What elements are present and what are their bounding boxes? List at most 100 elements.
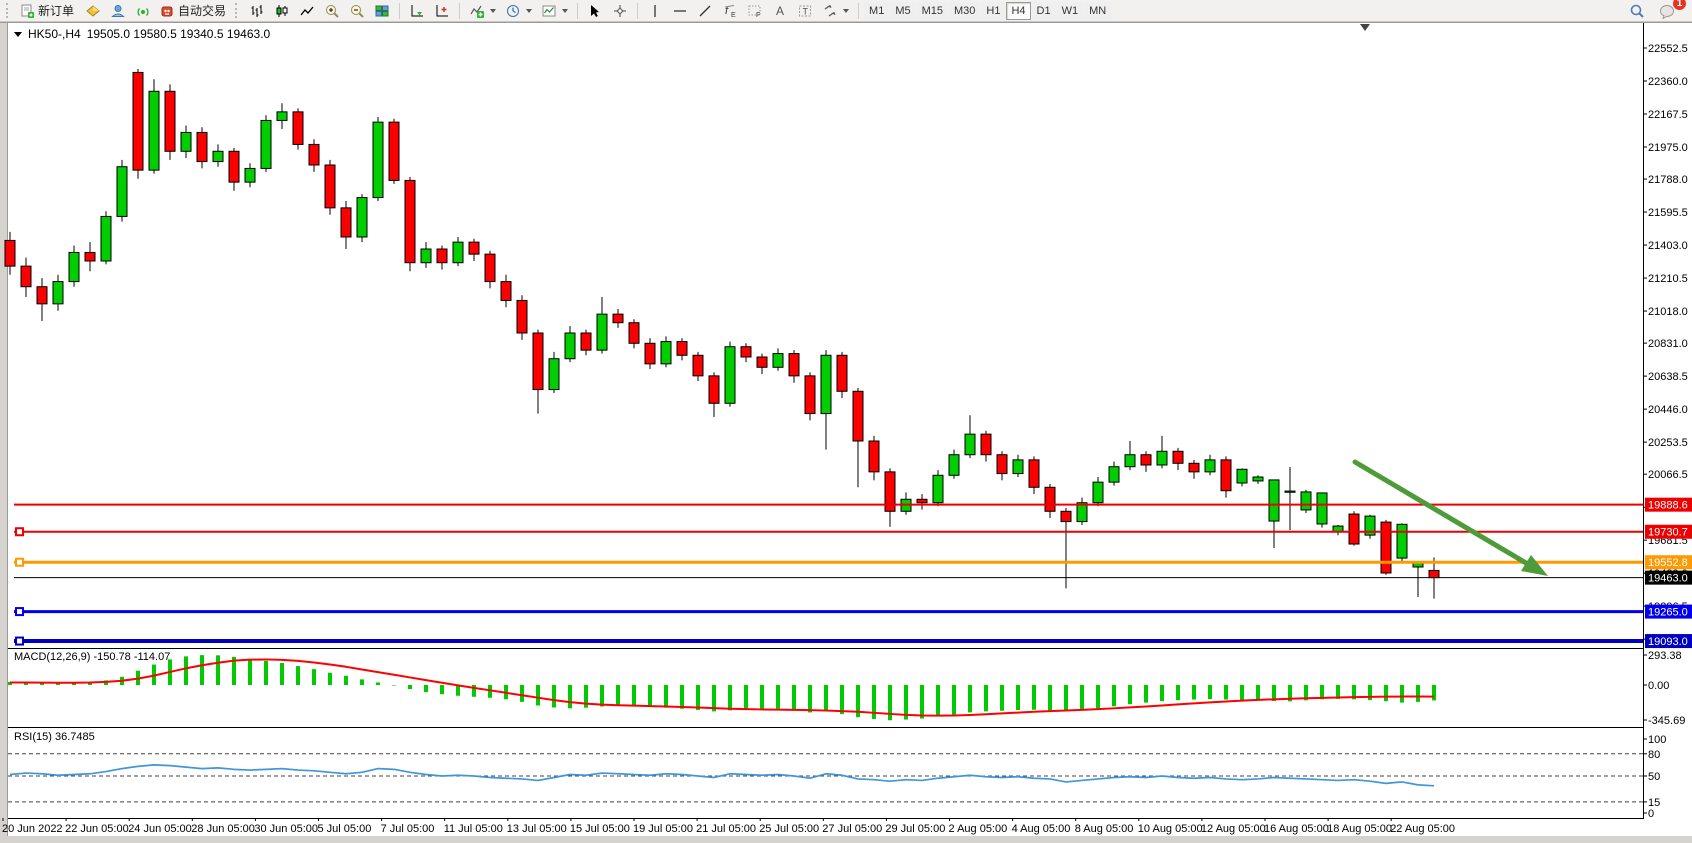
candle-body (36, 286, 48, 305)
market-watch-button[interactable] (81, 1, 105, 21)
arrows-button[interactable] (818, 1, 853, 21)
fibonacci-icon: F (747, 3, 763, 19)
zoom-out-button[interactable] (345, 1, 369, 21)
candlestick-chart-button[interactable] (270, 1, 294, 21)
candle-body (644, 342, 656, 365)
zoom-in-button[interactable] (320, 1, 344, 21)
toolbar-separator (399, 2, 401, 19)
date-axis-label: 8 Aug 05:00 (1075, 823, 1134, 835)
chart-canvas[interactable]: 22552.5 22360.0 22167.5 21975.0 21788.0 21595… (0, 22, 1692, 843)
fibonacci-button[interactable]: F (743, 1, 767, 21)
main-toolbar: 新订单 自动交易 (0, 0, 1692, 22)
tf-m30[interactable]: M30 (949, 1, 981, 20)
candle-body (1300, 491, 1312, 511)
auto-trading-button[interactable]: 自动交易 (156, 1, 232, 21)
candle-body (420, 248, 432, 264)
auto-trading-icon (159, 3, 175, 19)
macd-histogram-bar (728, 685, 732, 711)
new-order-icon (19, 3, 35, 19)
candle-body (20, 265, 32, 288)
auto-scroll-button[interactable] (405, 1, 429, 21)
rsi-axis-label: 100 (1648, 734, 1666, 746)
price-badge-label: 19552.8 (1648, 557, 1688, 569)
candle-body (1316, 492, 1328, 525)
dropdown-caret (526, 8, 533, 13)
candle-body (84, 251, 96, 262)
text-label-button[interactable]: T (793, 1, 817, 21)
tf-mn[interactable]: MN (1084, 1, 1112, 20)
clock-icon (505, 3, 521, 19)
periods-button[interactable] (501, 1, 536, 21)
candle-body (164, 90, 176, 152)
line-chart-button[interactable] (295, 1, 319, 21)
new-order-button[interactable]: 新订单 (16, 1, 80, 21)
tf-w1[interactable]: W1 (1056, 1, 1084, 20)
symbol-dropdown-icon[interactable] (14, 31, 22, 37)
chart-shift-marker[interactable] (1360, 24, 1370, 31)
candle-body (404, 179, 416, 264)
profile-button[interactable] (106, 1, 130, 21)
cursor-button[interactable] (583, 1, 607, 21)
tf-m15[interactable]: M15 (916, 1, 948, 20)
date-axis-label: 21 Jul 05:00 (696, 823, 756, 835)
date-axis-label: 19 Jul 05:00 (633, 823, 693, 835)
signals-button[interactable] (131, 1, 155, 21)
tf-h4[interactable]: H4 (1006, 1, 1031, 20)
text-button[interactable]: A (768, 1, 792, 21)
date-axis-label: 24 Jun 05:00 (128, 823, 192, 835)
date-axis-label: 22 Jun 05:00 (65, 823, 129, 835)
macd-histogram-bar (696, 685, 700, 711)
candle-body (500, 281, 512, 301)
date-axis-label: 20 Jun 2022 (2, 823, 63, 835)
signal-icon (135, 3, 151, 19)
indicators-button[interactable] (465, 1, 500, 21)
crosshair-button[interactable] (608, 1, 632, 21)
macd-histogram-bar (1048, 685, 1052, 711)
notification-badge[interactable]: 1 (1673, 0, 1686, 10)
trendline-button[interactable] (693, 1, 717, 21)
bar-chart-button[interactable] (245, 1, 269, 21)
tf-h1[interactable]: H1 (981, 1, 1006, 20)
horizontal-line-button[interactable] (668, 1, 692, 21)
macd-histogram-bar (1432, 685, 1436, 701)
candle-body (564, 332, 576, 360)
candle-body (708, 375, 720, 404)
tf-m5[interactable]: M5 (890, 1, 916, 20)
line-drag-handle[interactable] (15, 607, 24, 617)
macd-histogram-bar (1016, 685, 1020, 711)
tf-d1[interactable]: D1 (1031, 1, 1056, 20)
date-axis-label: 16 Aug 05:00 (1264, 823, 1329, 835)
macd-histogram-bar (552, 685, 556, 708)
dropdown-caret (843, 8, 850, 13)
trend-arrow-head[interactable] (1521, 555, 1548, 576)
date-axis-label: 15 Jul 05:00 (570, 823, 630, 835)
tile-windows-button[interactable] (370, 1, 394, 21)
candle-body (724, 346, 736, 404)
candle-body (1108, 466, 1120, 483)
candle-body (1124, 454, 1136, 468)
macd-histogram-bar (376, 682, 380, 685)
line-drag-handle[interactable] (15, 527, 24, 537)
macd-histogram-bar (632, 685, 636, 706)
vertical-line-button[interactable] (643, 1, 667, 21)
line-drag-handle[interactable] (15, 557, 24, 567)
tf-m1[interactable]: M1 (864, 1, 890, 20)
symbol-period-label: HK50-,H4 (28, 27, 81, 41)
search-button[interactable] (1625, 1, 1649, 21)
templates-button[interactable] (537, 1, 572, 21)
candle-body (1396, 523, 1408, 559)
rsi-line (9, 764, 1435, 787)
candle-body (932, 474, 944, 504)
trend-arrow-line[interactable] (1352, 459, 1529, 566)
chat-button[interactable] (1655, 1, 1680, 21)
price-chart-svg[interactable]: 22552.5 22360.0 22167.5 21975.0 21788.0 21595… (0, 22, 1692, 843)
line-drag-handle[interactable] (15, 636, 24, 646)
chart-shift-button[interactable] (430, 1, 454, 21)
toolbar-separator (459, 2, 461, 19)
search-icon (1629, 3, 1645, 19)
toolbar-grip (235, 3, 241, 18)
ohlc-title[interactable]: HK50-,H4 19505.0 19580.5 19340.5 19463.0 (14, 27, 270, 41)
candle-body (660, 341, 672, 365)
macd-signal-line (9, 658, 1435, 717)
